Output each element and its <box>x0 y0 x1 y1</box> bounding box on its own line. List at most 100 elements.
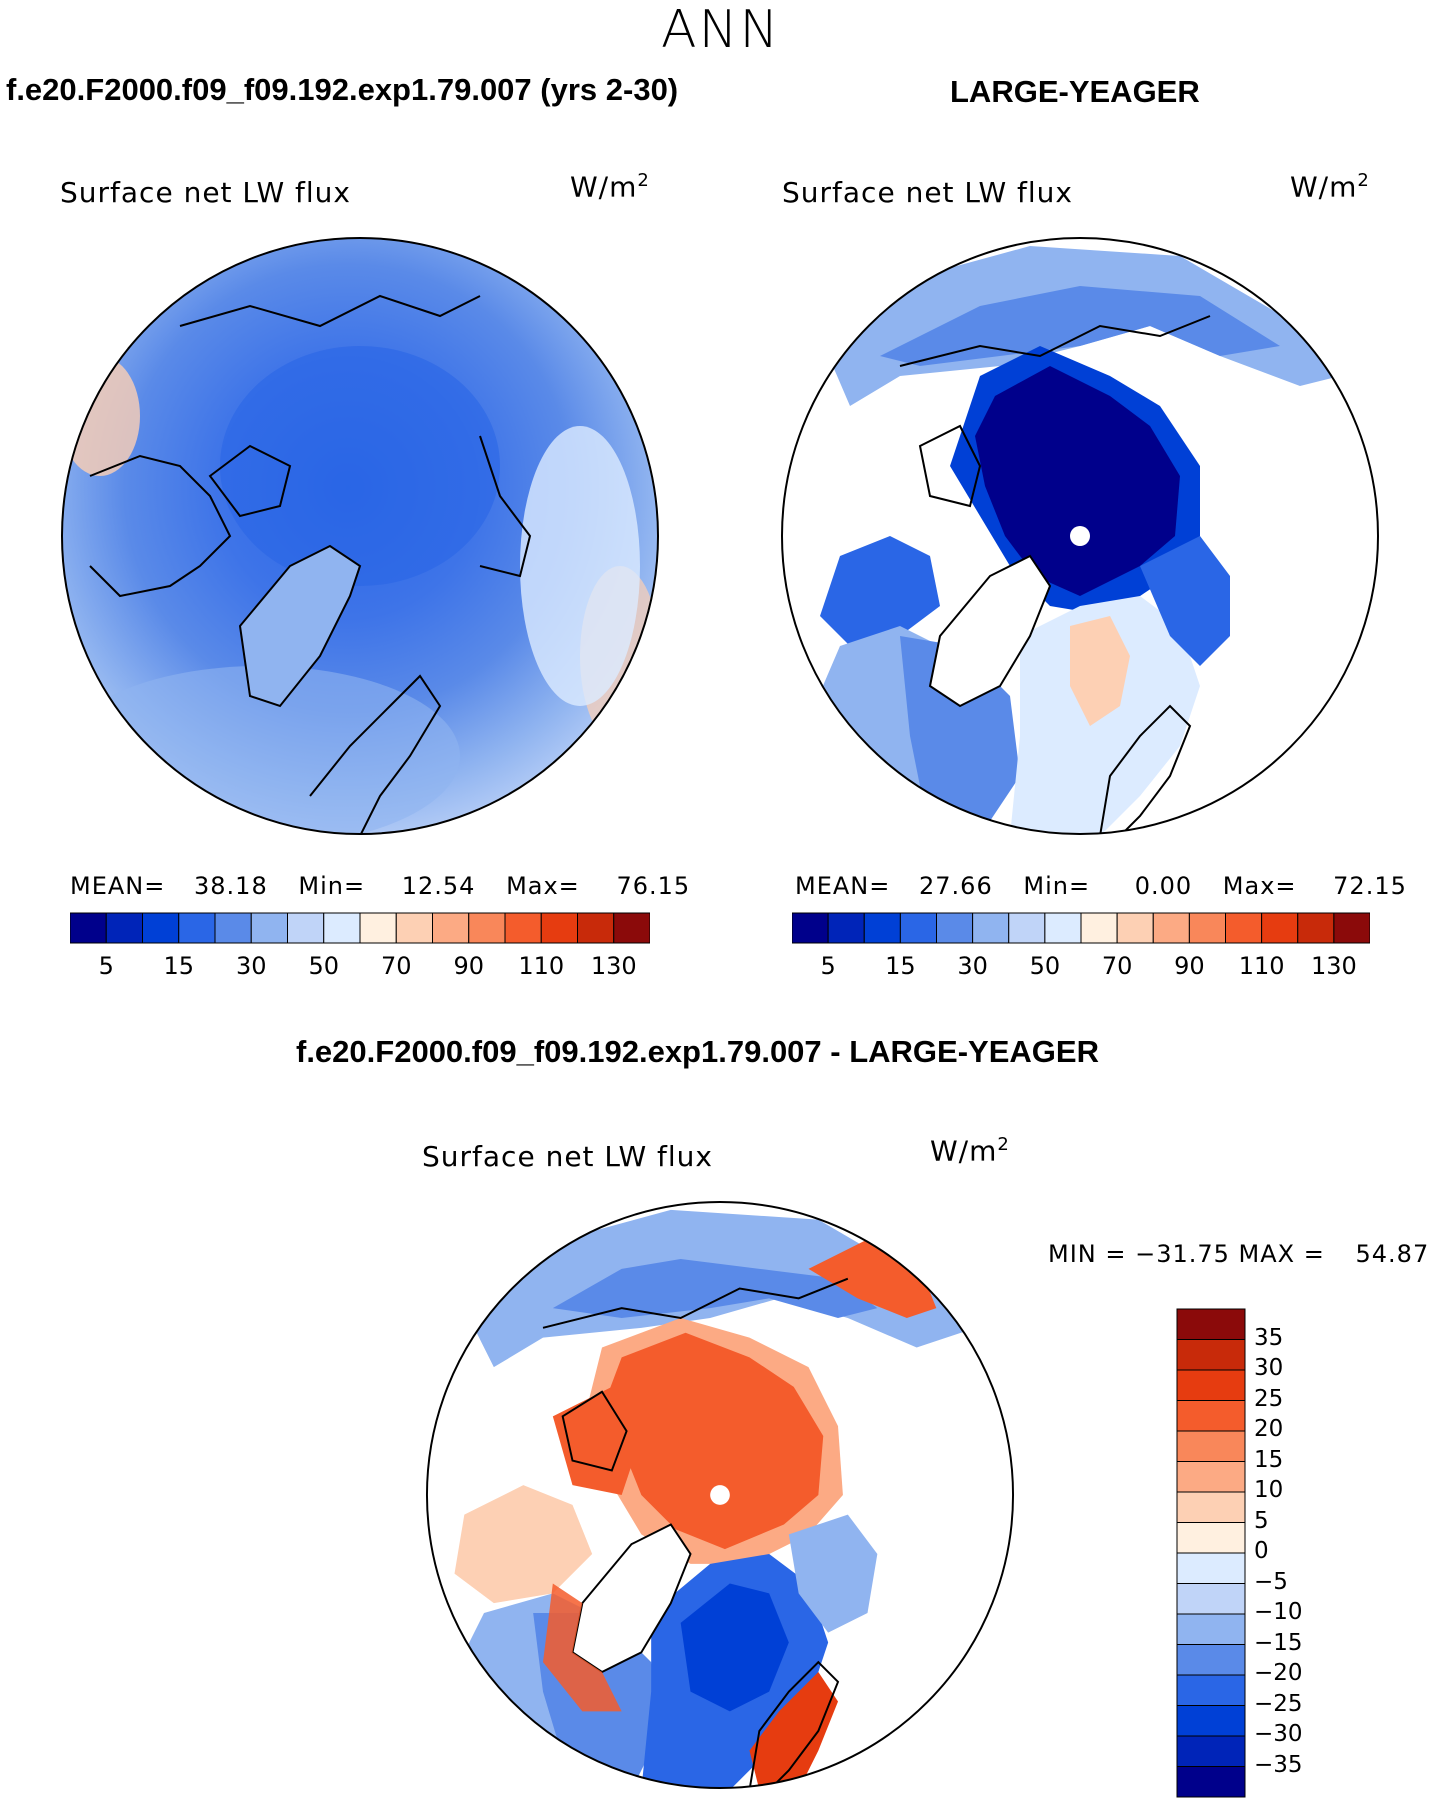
colorbar-cell <box>1176 1644 1246 1676</box>
colorbar-cell <box>792 912 829 944</box>
colorbar-cell <box>468 912 506 944</box>
colorbar-tick-label: 5 <box>1254 1507 1269 1534</box>
panel2-label: Surface net LW flux <box>782 176 1073 209</box>
panel3-archipelago-warm <box>552 1386 642 1495</box>
obs-title: LARGE-YEAGER <box>950 74 1200 109</box>
panel1-min-label: Min= <box>298 872 366 900</box>
colorbar-cell <box>1176 1705 1246 1737</box>
colorbar-cell <box>1176 1735 1246 1767</box>
colorbar-tick-label: −15 <box>1254 1629 1303 1656</box>
panel2-stats: MEAN= 27.66 Min= 0.00 Max= 72.15 <box>795 872 1407 900</box>
panel1-colorbar <box>70 912 650 944</box>
colorbar-tick-label: 50 <box>1029 952 1061 980</box>
panel2-ocean-core <box>975 366 1180 596</box>
colorbar-cell <box>214 912 252 944</box>
panel3-greenland-rim <box>543 1583 622 1712</box>
panel3-minmax-text: MIN = −31.75 MAX = <box>1048 1240 1325 1268</box>
colorbar-tick-label: 15 <box>163 952 195 980</box>
case-title: f.e20.F2000.f09_f09.192.exp1.79.007 (yrs… <box>6 72 679 107</box>
panel1-map-border <box>61 237 659 835</box>
colorbar-cell <box>577 912 615 944</box>
colorbar-tick-label: −30 <box>1254 1721 1303 1747</box>
panel2-map-border <box>781 237 1379 835</box>
colorbar-tick-label: −20 <box>1254 1660 1303 1686</box>
panel1-deep-core <box>220 346 500 586</box>
colorbar-tick-label: 20 <box>1254 1416 1284 1442</box>
panel2-map <box>781 237 1379 835</box>
panel2-archipelago-coast <box>918 424 982 508</box>
colorbar-tick-label: −10 <box>1254 1599 1303 1625</box>
panel3-units-exp: 2 <box>997 1134 1010 1155</box>
colorbar-cell <box>250 912 288 944</box>
colorbar-tick-label: 30 <box>235 952 267 980</box>
panel3-archipelago-coast <box>561 1390 628 1472</box>
colorbar-cell <box>1116 912 1154 944</box>
colorbar-cell <box>1176 1674 1246 1706</box>
panel2-pole-marker <box>1070 526 1090 546</box>
panel3-units: W/m2 <box>930 1134 1010 1167</box>
panel1-greenland <box>238 544 362 708</box>
panel2-warm-streak <box>1070 616 1130 726</box>
panel1-mean-label: MEAN= <box>70 872 166 900</box>
colorbar-cell <box>1176 1552 1246 1584</box>
panel2-colorbar <box>792 912 1370 944</box>
panel2-units-exp: 2 <box>1357 170 1370 191</box>
diff-title: f.e20.F2000.f09_f09.192.exp1.79.007 - LA… <box>296 1034 1099 1069</box>
colorbar-cell <box>178 912 216 944</box>
panel3-ocean-core <box>606 1332 824 1550</box>
panel3-canada-warm <box>454 1485 593 1604</box>
colorbar-tick-label: −5 <box>1254 1568 1288 1595</box>
panel2-max-label: Max= <box>1222 872 1297 900</box>
colorbar-cell <box>1176 1308 1246 1340</box>
panel1-map <box>61 237 659 835</box>
colorbar-cell <box>287 912 325 944</box>
colorbar-cell <box>1080 912 1118 944</box>
colorbar-tick-label: 5 <box>820 952 836 980</box>
colorbar-cell <box>540 912 578 944</box>
panel2-mean-value: 27.66 <box>919 872 993 900</box>
panel3-max-value: 54.87 <box>1355 1240 1430 1268</box>
colorbar-tick-label: 70 <box>380 952 412 980</box>
colorbar-tick-label: 35 <box>1254 1324 1284 1351</box>
panel3-barents-light <box>788 1514 878 1633</box>
colorbar-cell <box>1176 1430 1246 1462</box>
colorbar-cell <box>323 912 361 944</box>
panel2-canada-band <box>820 536 940 646</box>
panel1-light-patch <box>520 426 640 706</box>
panel1-label: Surface net LW flux <box>60 176 351 209</box>
panel1-units-exp: 2 <box>637 170 650 191</box>
panel2-mean-label: MEAN= <box>795 872 891 900</box>
colorbar-tick-label: 90 <box>1174 952 1205 980</box>
colorbar-cell <box>1176 1339 1246 1371</box>
panel1-max-label: Max= <box>506 872 580 900</box>
colorbar-cell <box>1176 1613 1246 1645</box>
colorbar-cell <box>1176 1491 1246 1523</box>
colorbar-tick-label: 0 <box>1254 1538 1269 1564</box>
colorbar-cell <box>936 912 974 944</box>
panel1-mean-value: 38.18 <box>194 872 268 900</box>
colorbar-tick-label: −35 <box>1254 1751 1303 1778</box>
panel1-coast-east <box>479 435 532 578</box>
colorbar-cell <box>1333 912 1370 944</box>
colorbar-cell <box>504 912 542 944</box>
panel3-siberia-coast <box>542 1277 849 1329</box>
colorbar-tick-label: −25 <box>1254 1690 1303 1717</box>
panel3-colorbar <box>1176 1308 1246 1798</box>
colorbar-cell <box>972 912 1010 944</box>
panel3-map <box>425 1200 1015 1790</box>
panel2-units: W/m2 <box>1290 170 1370 203</box>
panel1-coast-siberia <box>179 294 481 328</box>
colorbar-tick-label: 110 <box>1238 952 1285 980</box>
colorbar-tick-label: 10 <box>1254 1477 1284 1503</box>
panel3-units-base: W/m <box>930 1134 998 1168</box>
colorbar-cell <box>1188 912 1226 944</box>
panel3-label: Surface net LW flux <box>422 1140 713 1173</box>
colorbar-cell <box>1261 912 1299 944</box>
panel1-coast-canada <box>89 454 232 598</box>
panel1-coast-archipelago <box>208 444 292 518</box>
panel2-max-value: 72.15 <box>1333 872 1407 900</box>
colorbar-tick-label: 30 <box>1254 1355 1284 1381</box>
colorbar-tick-label: 130 <box>590 952 637 980</box>
colorbar-cell <box>1044 912 1082 944</box>
panel3-pole-marker <box>710 1485 730 1505</box>
